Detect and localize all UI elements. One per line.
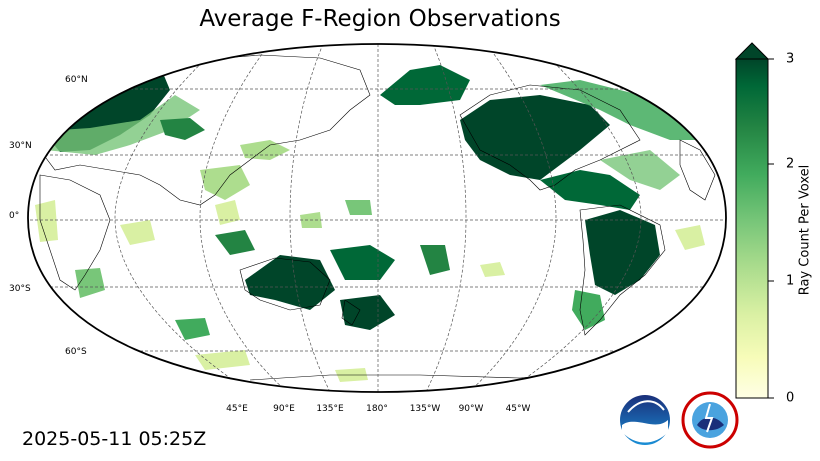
colorbar-extend-arrow	[734, 42, 770, 60]
lat-label-60s: 60°S	[65, 347, 87, 357]
noaa-logo	[620, 395, 670, 445]
national-weather-service-logo	[681, 391, 739, 449]
colorbar-tick-label: 3	[786, 51, 795, 67]
lat-label-60n: 60°N	[65, 75, 88, 85]
globe	[28, 44, 726, 392]
lon-label-135e: 135°E	[316, 404, 344, 414]
colorbar-label: Ray Count Per Voxel	[797, 164, 813, 296]
timestamp: 2025-05-11 05:25Z	[22, 428, 207, 450]
lon-label-90e: 90°E	[273, 404, 295, 414]
lon-label-45e: 45°E	[226, 404, 248, 414]
lat-label-equator: 0°	[9, 211, 20, 221]
colorbar-tick-label: 1	[786, 273, 795, 289]
lat-label-30s: 30°S	[9, 284, 31, 294]
colorbar-gradient	[735, 58, 769, 399]
lon-label-180: 180°	[366, 404, 388, 414]
lon-label-135w: 135°W	[409, 404, 441, 414]
map-title: Average F-Region Observations	[199, 6, 561, 32]
globe-outline	[27, 43, 727, 393]
lat-label-30n: 30°N	[9, 141, 32, 151]
colorbar-tick-label: 0	[786, 390, 795, 406]
graticule	[28, 44, 726, 392]
colorbar	[734, 42, 774, 399]
colorbar-tick-label: 2	[786, 156, 795, 172]
lon-label-45w: 45°W	[505, 404, 531, 414]
lon-label-90w: 90°W	[458, 404, 484, 414]
